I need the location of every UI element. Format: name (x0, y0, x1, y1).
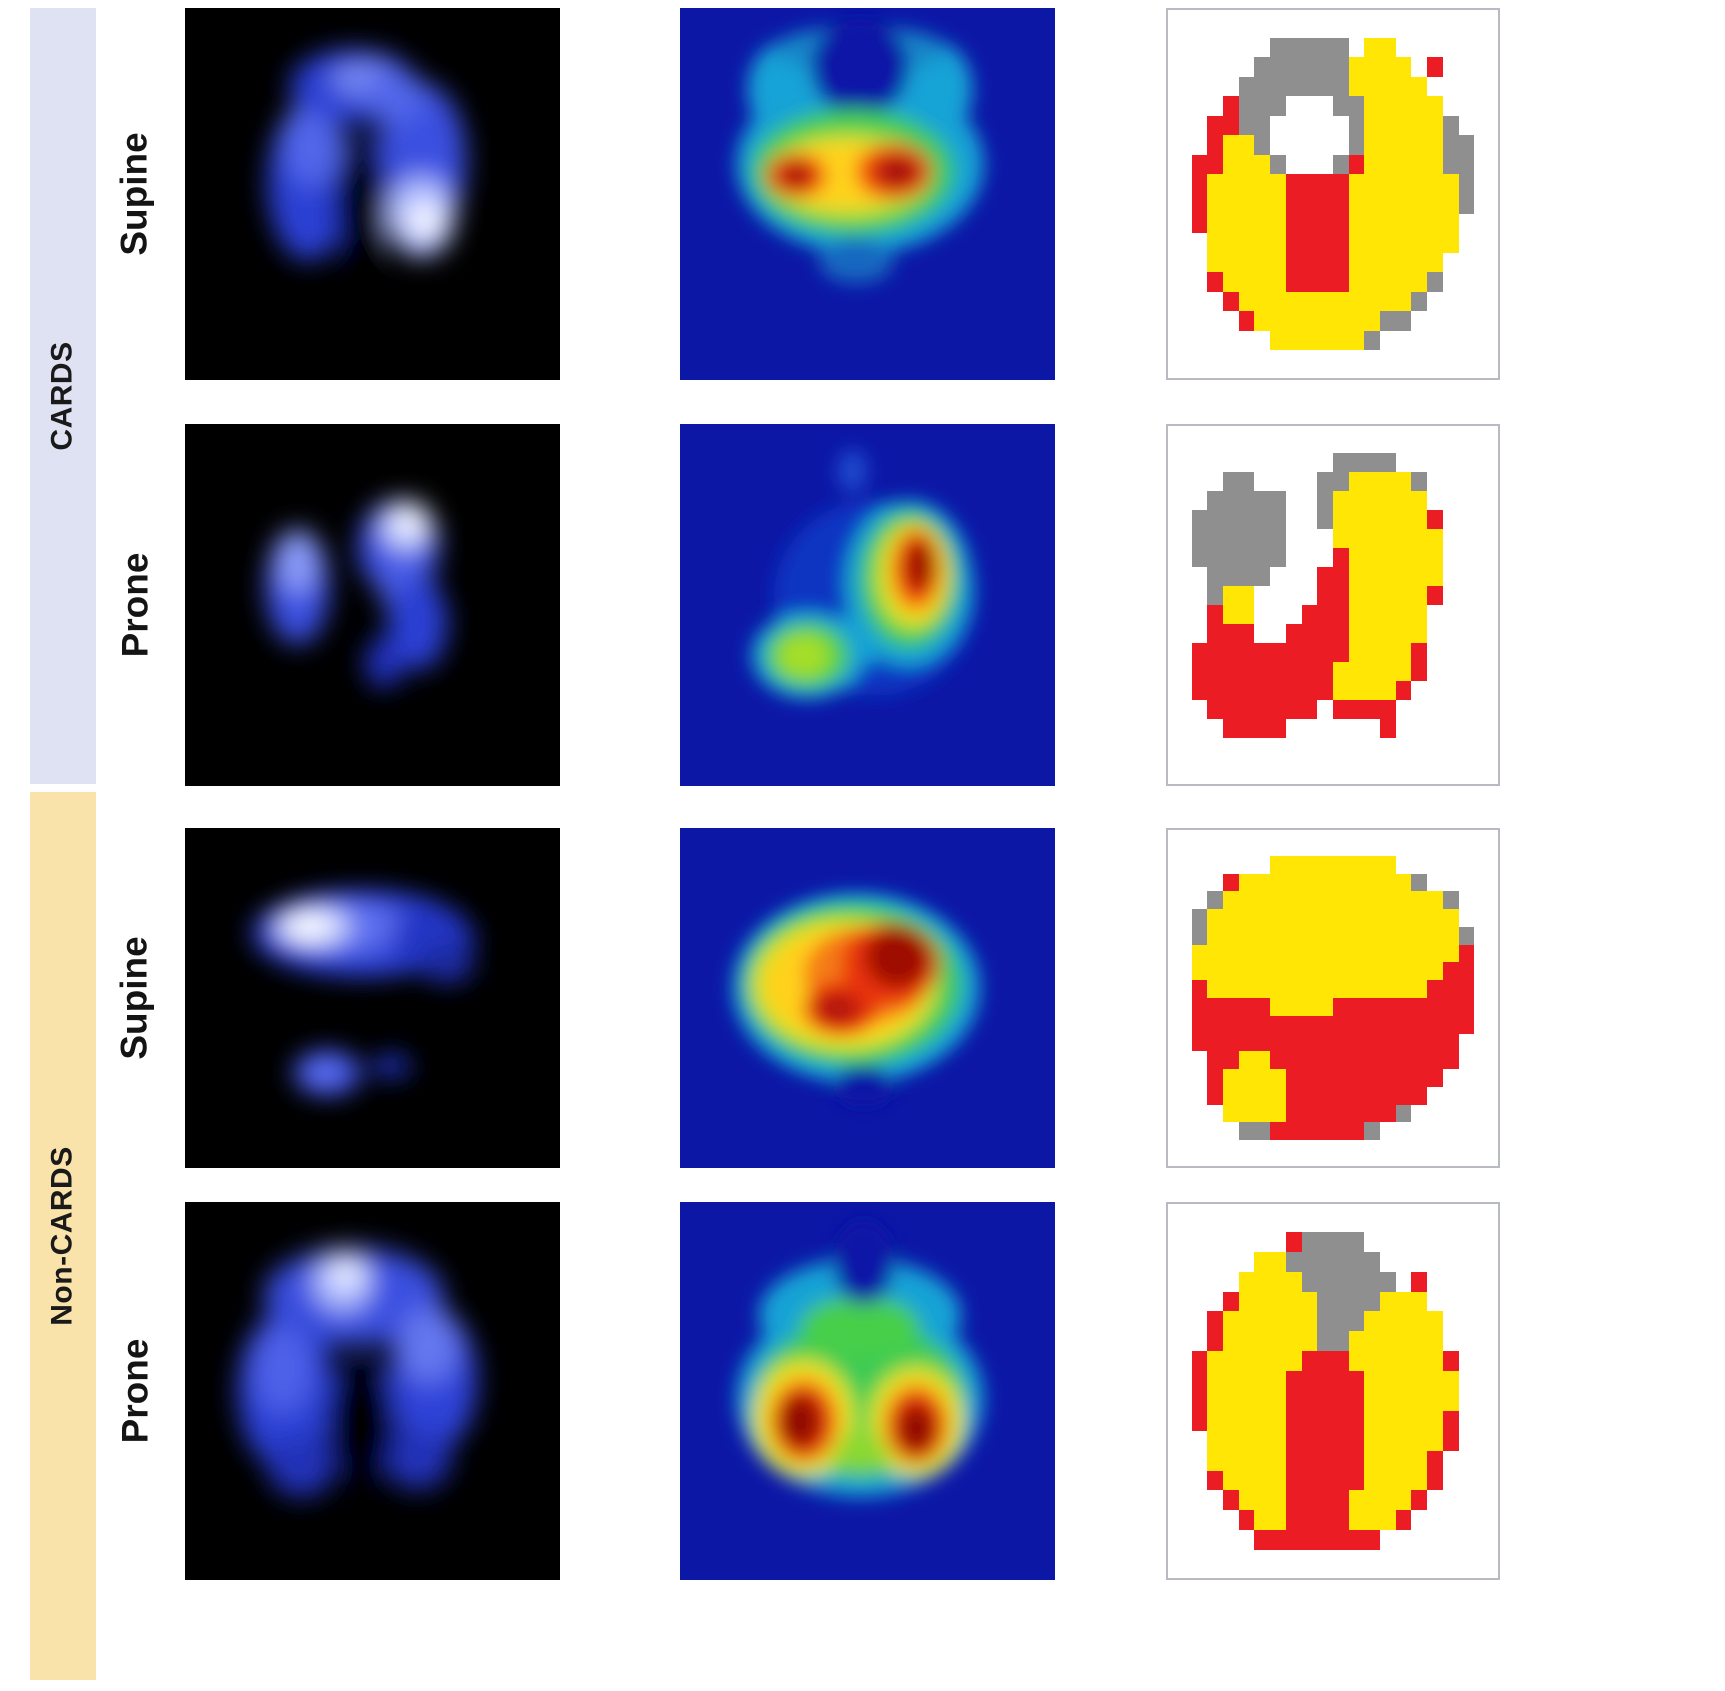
row-label-text: Supine (114, 132, 155, 256)
row-label-text: Prone (114, 552, 156, 658)
group-band-noncards: Non-CARDS (30, 792, 96, 1680)
perfusion-scan-image (680, 8, 1055, 380)
ventilation-scan-image (185, 424, 560, 786)
segmentation-grid (1176, 838, 1490, 1158)
group-band-cards: CARDS (30, 8, 96, 784)
ventilation-scan-cards-supine (185, 8, 560, 380)
row-label-noncards-prone: Prone (96, 1202, 174, 1580)
perfusion-scan-image (680, 1202, 1055, 1580)
segmentation-map-cards-prone (1166, 424, 1500, 786)
row-label-noncards-supine: Supine (96, 828, 174, 1168)
perfusion-scan-image (680, 828, 1055, 1168)
ventilation-scan-noncards-supine (185, 828, 560, 1168)
perfusion-scan-noncards-supine (680, 828, 1055, 1168)
perfusion-scan-cards-prone (680, 424, 1055, 786)
row-label-text: Supine (114, 936, 155, 1060)
row-label-cards-prone: Prone (96, 424, 174, 786)
scan-background (185, 828, 560, 1168)
scan-background (185, 424, 560, 786)
perfusion-scan-cards-supine (680, 8, 1055, 380)
group-label-cards: CARDS (46, 341, 80, 451)
ventilation-scan-image (185, 828, 560, 1168)
ventilation-scan-image (185, 8, 560, 380)
segmentation-grid (1176, 18, 1490, 370)
segmentation-map-cards-supine (1166, 8, 1500, 380)
ventilation-scan-image (185, 1202, 560, 1580)
ventilation-scan-cards-prone (185, 424, 560, 786)
row-label-cards-supine: Supine (96, 8, 174, 380)
segmentation-map-noncards-supine (1166, 828, 1500, 1168)
segmentation-map-noncards-prone (1166, 1202, 1500, 1580)
ventilation-scan-noncards-prone (185, 1202, 560, 1580)
segmentation-grid (1176, 434, 1490, 776)
segmentation-grid (1176, 1212, 1490, 1570)
perfusion-scan-image (680, 424, 1055, 786)
group-label-noncards: Non-CARDS (46, 1146, 80, 1326)
row-label-text: Prone (114, 1338, 156, 1444)
perfusion-scan-noncards-prone (680, 1202, 1055, 1580)
